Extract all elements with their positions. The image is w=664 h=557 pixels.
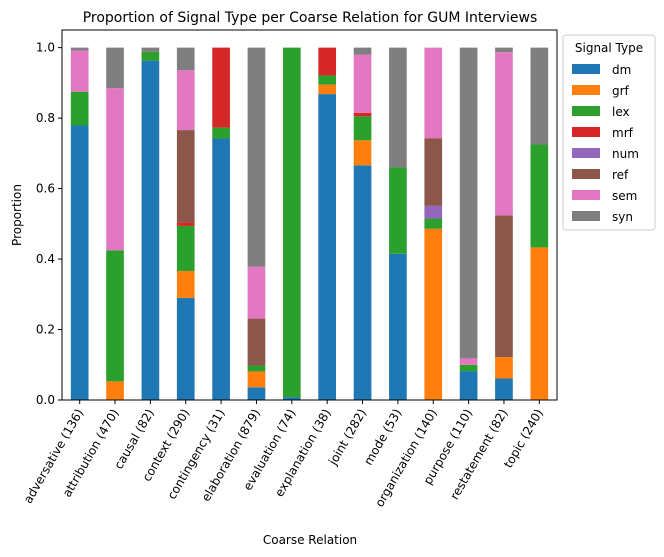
legend-label-mrf: mrf — [612, 126, 634, 140]
bar-segment-grf-7 — [318, 84, 337, 95]
bar-segment-syn-12 — [495, 47, 513, 53]
bar-segment-sem-10 — [424, 47, 443, 139]
y-axis: 0.0 0.2 0.4 0.6 0.8 1.0 — [36, 41, 62, 407]
y-tick-label: 0.6 — [36, 182, 55, 196]
bar-segment-mrf-3 — [176, 222, 195, 226]
bar-segment-dm-11 — [459, 371, 478, 400]
legend-swatch-mrf — [572, 127, 600, 137]
bar-segment-grf-10 — [424, 228, 443, 400]
bar-segment-syn-3 — [176, 47, 195, 71]
bar-segment-mrf-7 — [318, 47, 337, 76]
bar-segment-syn-2 — [141, 47, 160, 52]
legend-label-grf: grf — [612, 84, 630, 98]
y-tick-label: 0.2 — [36, 323, 55, 337]
bar-segment-grf-3 — [176, 271, 195, 298]
legend-title: Signal Type — [575, 41, 643, 55]
legend-label-num: num — [612, 147, 639, 161]
bar-segment-mrf-8 — [353, 112, 372, 117]
bar-segment-grf-12 — [495, 357, 513, 379]
bar-segment-sem-12 — [495, 52, 513, 216]
bar-segment-syn-8 — [353, 47, 372, 55]
y-tick-label: 0.0 — [36, 393, 55, 407]
bar-segment-dm-4 — [212, 138, 230, 400]
legend-items: dm grf lex mrf num ref sem syn — [572, 63, 639, 224]
legend-label-syn: syn — [612, 210, 633, 224]
bar-segment-grf-5 — [247, 371, 266, 388]
bar-segment-dm-7 — [318, 94, 337, 400]
bar-segment-lex-8 — [353, 116, 372, 141]
bar-segment-grf-8 — [353, 140, 372, 166]
bar-segment-grf-13 — [530, 247, 549, 400]
bar-segment-grf-1 — [106, 381, 124, 400]
legend-swatch-lex — [572, 106, 600, 116]
legend-label-dm: dm — [612, 63, 631, 77]
bar-segment-syn-1 — [106, 47, 124, 89]
chart-title: Proportion of Signal Type per Coarse Rel… — [83, 10, 538, 26]
legend-swatch-num — [572, 148, 600, 158]
y-tick-label: 1.0 — [36, 41, 55, 55]
bar-segment-lex-4 — [212, 127, 230, 139]
legend: Signal Type dm grf lex mrf num ref sem syn — [562, 34, 656, 231]
bar-segment-mrf-4 — [212, 47, 230, 128]
bar-segment-dm-6 — [282, 397, 301, 400]
bar-segment-ref-3 — [176, 130, 195, 223]
bar-segment-sem-3 — [176, 70, 195, 131]
bar-segment-lex-1 — [106, 250, 124, 382]
x-axis-label: Coarse Relation — [263, 533, 357, 547]
y-tick-label: 0.4 — [36, 252, 55, 266]
bar-segment-lex-10 — [424, 218, 443, 229]
bar-segment-lex-7 — [318, 75, 337, 85]
bar-segment-lex-11 — [459, 364, 478, 372]
bar-segment-lex-13 — [530, 144, 549, 248]
bar-segment-ref-10 — [424, 138, 443, 206]
bar-segment-sem-1 — [106, 88, 124, 251]
bar-segment-dm-12 — [495, 378, 513, 400]
bar-segment-syn-11 — [459, 47, 478, 359]
legend-swatch-syn — [572, 211, 600, 221]
bar-segment-syn-0 — [70, 47, 89, 51]
legend-swatch-ref — [572, 169, 600, 179]
bar-segment-lex-0 — [70, 91, 89, 126]
legend-label-ref: ref — [612, 168, 629, 182]
y-axis-label: Proportion — [10, 184, 24, 246]
legend-label-lex: lex — [612, 105, 630, 119]
bar-segment-dm-8 — [353, 165, 372, 400]
bar-segment-syn-9 — [389, 47, 407, 168]
bar-segment-dm-0 — [70, 125, 89, 400]
legend-swatch-dm — [572, 64, 600, 74]
x-axis: adversative (136)attribution (470)causal… — [21, 400, 546, 509]
bar-segment-dm-5 — [247, 387, 266, 400]
bar-segment-dm-9 — [389, 253, 407, 400]
bar-segment-lex-2 — [141, 51, 160, 61]
bar-segment-syn-13 — [530, 47, 549, 145]
legend-frame — [562, 34, 656, 231]
bar-segment-sem-5 — [247, 266, 266, 319]
bar-segment-lex-6 — [282, 47, 301, 398]
bar-segment-sem-8 — [353, 54, 372, 113]
bar-segment-syn-5 — [247, 47, 266, 267]
legend-swatch-sem — [572, 190, 600, 200]
bar-segment-sem-11 — [459, 358, 478, 365]
bar-segment-lex-3 — [176, 225, 195, 272]
bar-segment-sem-0 — [70, 50, 89, 92]
bar-segment-lex-5 — [247, 365, 266, 372]
plot-frame — [61, 29, 558, 401]
bars-layer — [70, 47, 549, 400]
y-tick-label: 0.8 — [36, 111, 55, 125]
bar-segment-num-10 — [424, 205, 443, 219]
bar-segment-dm-3 — [176, 297, 195, 400]
bar-segment-ref-5 — [247, 318, 266, 366]
bar-segment-ref-12 — [495, 215, 513, 358]
legend-label-sem: sem — [612, 189, 637, 203]
bar-segment-dm-2 — [141, 60, 160, 400]
bar-segment-lex-9 — [389, 167, 407, 254]
legend-swatch-grf — [572, 85, 600, 95]
